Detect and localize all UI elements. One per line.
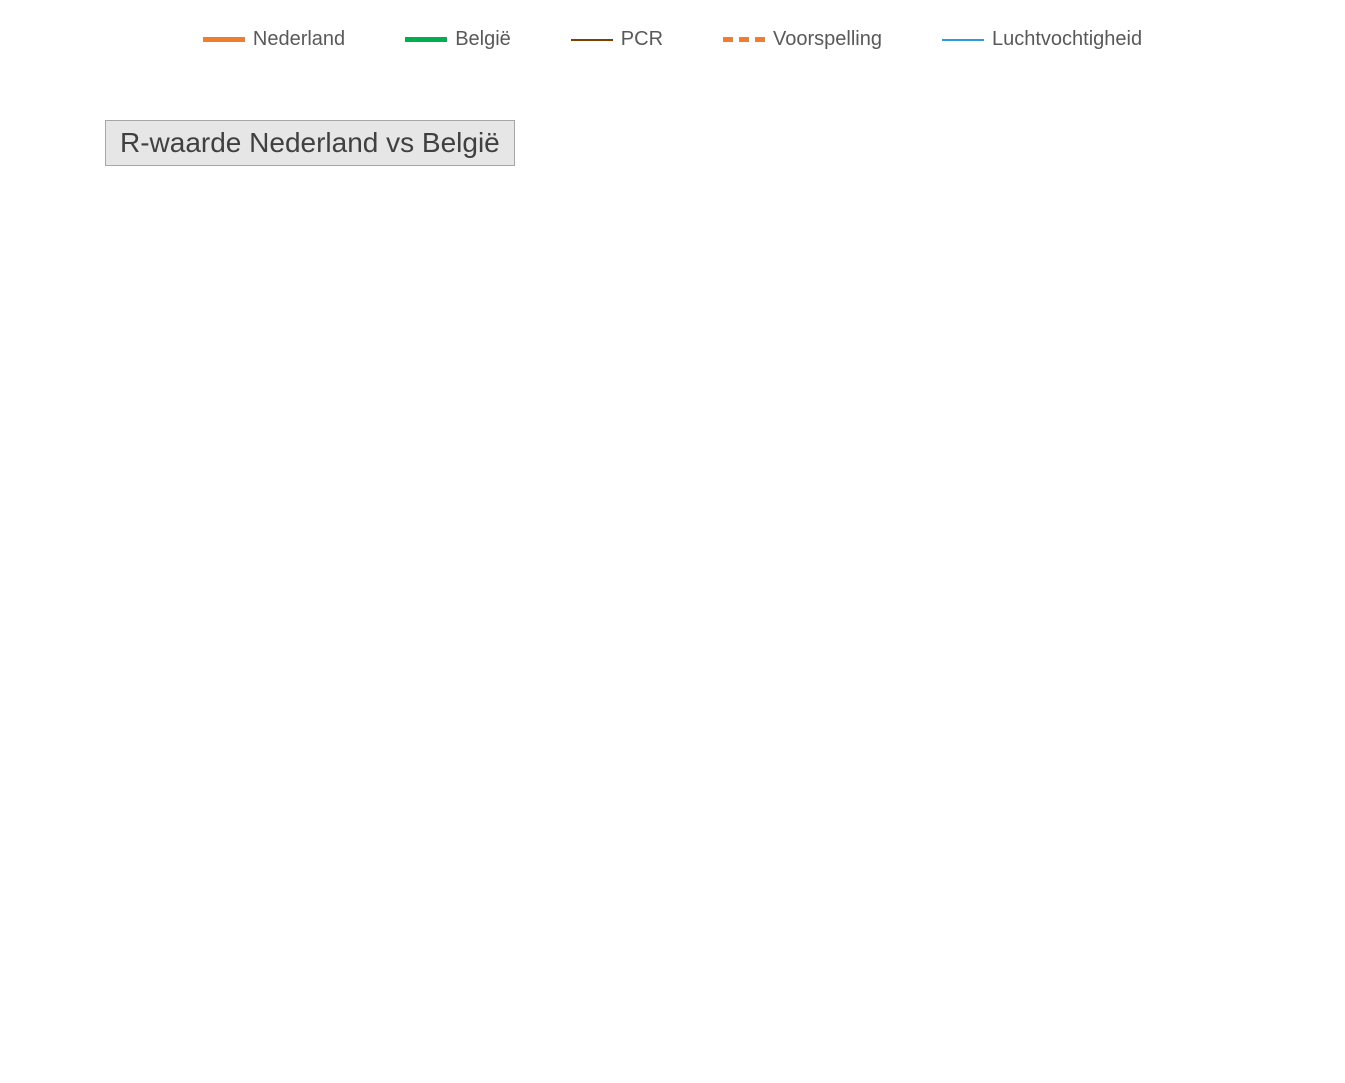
legend-item-voorspelling: Voorspelling	[723, 28, 882, 51]
legend-item-nederland: Nederland	[203, 28, 345, 51]
svg-text:1.40: 1.40	[39, 159, 78, 181]
legend-item-pcr: PCR	[571, 28, 663, 51]
legend-item-belgie: België	[405, 28, 511, 51]
svg-text:1 mrt.: 1 mrt.	[384, 993, 438, 1040]
legend-label: Voorspelling	[773, 28, 882, 51]
legend-label: België	[455, 28, 511, 51]
legend-label: PCR	[621, 28, 663, 51]
chart-title-text: R-waarde Nederland vs België	[120, 127, 500, 158]
svg-text:1 dec.: 1 dec.	[121, 993, 178, 1042]
svg-text:1 nov.: 1 nov.	[1078, 993, 1134, 1041]
svg-text:0 g/kg: 0 g/kg	[1230, 979, 1284, 1001]
svg-text:1.00: 1.00	[39, 524, 78, 546]
svg-text:12 g/kg: 12 g/kg	[1230, 372, 1296, 394]
svg-text:1 sep.: 1 sep.	[903, 993, 960, 1042]
legend: Nederland België PCR Voorspelling Luchtv…	[0, 0, 1345, 51]
svg-text:8 g/kg: 8 g/kg	[1230, 574, 1284, 596]
svg-text:0.90: 0.90	[39, 615, 78, 637]
svg-text:1 nov.: 1 nov.	[35, 993, 91, 1041]
svg-text:1 aug.: 1 aug.	[815, 993, 873, 1043]
svg-text:0.50: 0.50	[39, 979, 78, 1001]
svg-text:6 g/kg: 6 g/kg	[1230, 675, 1284, 697]
svg-text:2 g/kg: 2 g/kg	[1230, 878, 1284, 900]
svg-text:1 mei: 1 mei	[560, 993, 613, 1039]
svg-text:16 g/kg: 16 g/kg	[1230, 169, 1296, 191]
legend-swatch-nederland	[203, 37, 245, 42]
legend-label: Luchtvochtigheid	[992, 28, 1142, 51]
svg-text:0.70: 0.70	[39, 797, 78, 819]
svg-text:1.50: 1.50	[39, 68, 78, 90]
svg-text:1 dec.: 1 dec.	[1164, 993, 1221, 1042]
legend-swatch-belgie	[405, 37, 447, 42]
legend-swatch-luchtvochtigheid	[942, 39, 984, 41]
svg-text:1.10: 1.10	[39, 432, 78, 454]
svg-text:1.20: 1.20	[39, 341, 78, 363]
svg-text:0.60: 0.60	[39, 888, 78, 910]
svg-text:1 apr.: 1 apr.	[472, 993, 526, 1040]
svg-text:0.80: 0.80	[39, 706, 78, 728]
svg-text:1 feb.: 1 feb.	[298, 993, 352, 1040]
legend-item-luchtvochtigheid: Luchtvochtigheid	[942, 28, 1142, 51]
svg-text:18 g/kg: 18 g/kg	[1230, 68, 1296, 90]
svg-text:10 g/kg: 10 g/kg	[1230, 473, 1296, 495]
chart-title: R-waarde Nederland vs België	[105, 120, 515, 166]
svg-text:1 jul.: 1 jul.	[739, 993, 786, 1035]
legend-label: Nederland	[253, 28, 345, 51]
svg-text:1 okt.: 1 okt.	[994, 993, 1047, 1039]
svg-text:14 g/kg: 14 g/kg	[1230, 270, 1296, 292]
legend-swatch-pcr	[571, 39, 613, 41]
chart-container: Nederland België PCR Voorspelling Luchtv…	[0, 0, 1345, 1083]
svg-text:1 jun.: 1 jun.	[647, 993, 700, 1039]
legend-swatch-voorspelling	[723, 37, 765, 42]
svg-text:4 g/kg: 4 g/kg	[1230, 777, 1284, 799]
svg-text:1 jan.: 1 jan.	[212, 993, 265, 1039]
svg-text:1.30: 1.30	[39, 250, 78, 272]
